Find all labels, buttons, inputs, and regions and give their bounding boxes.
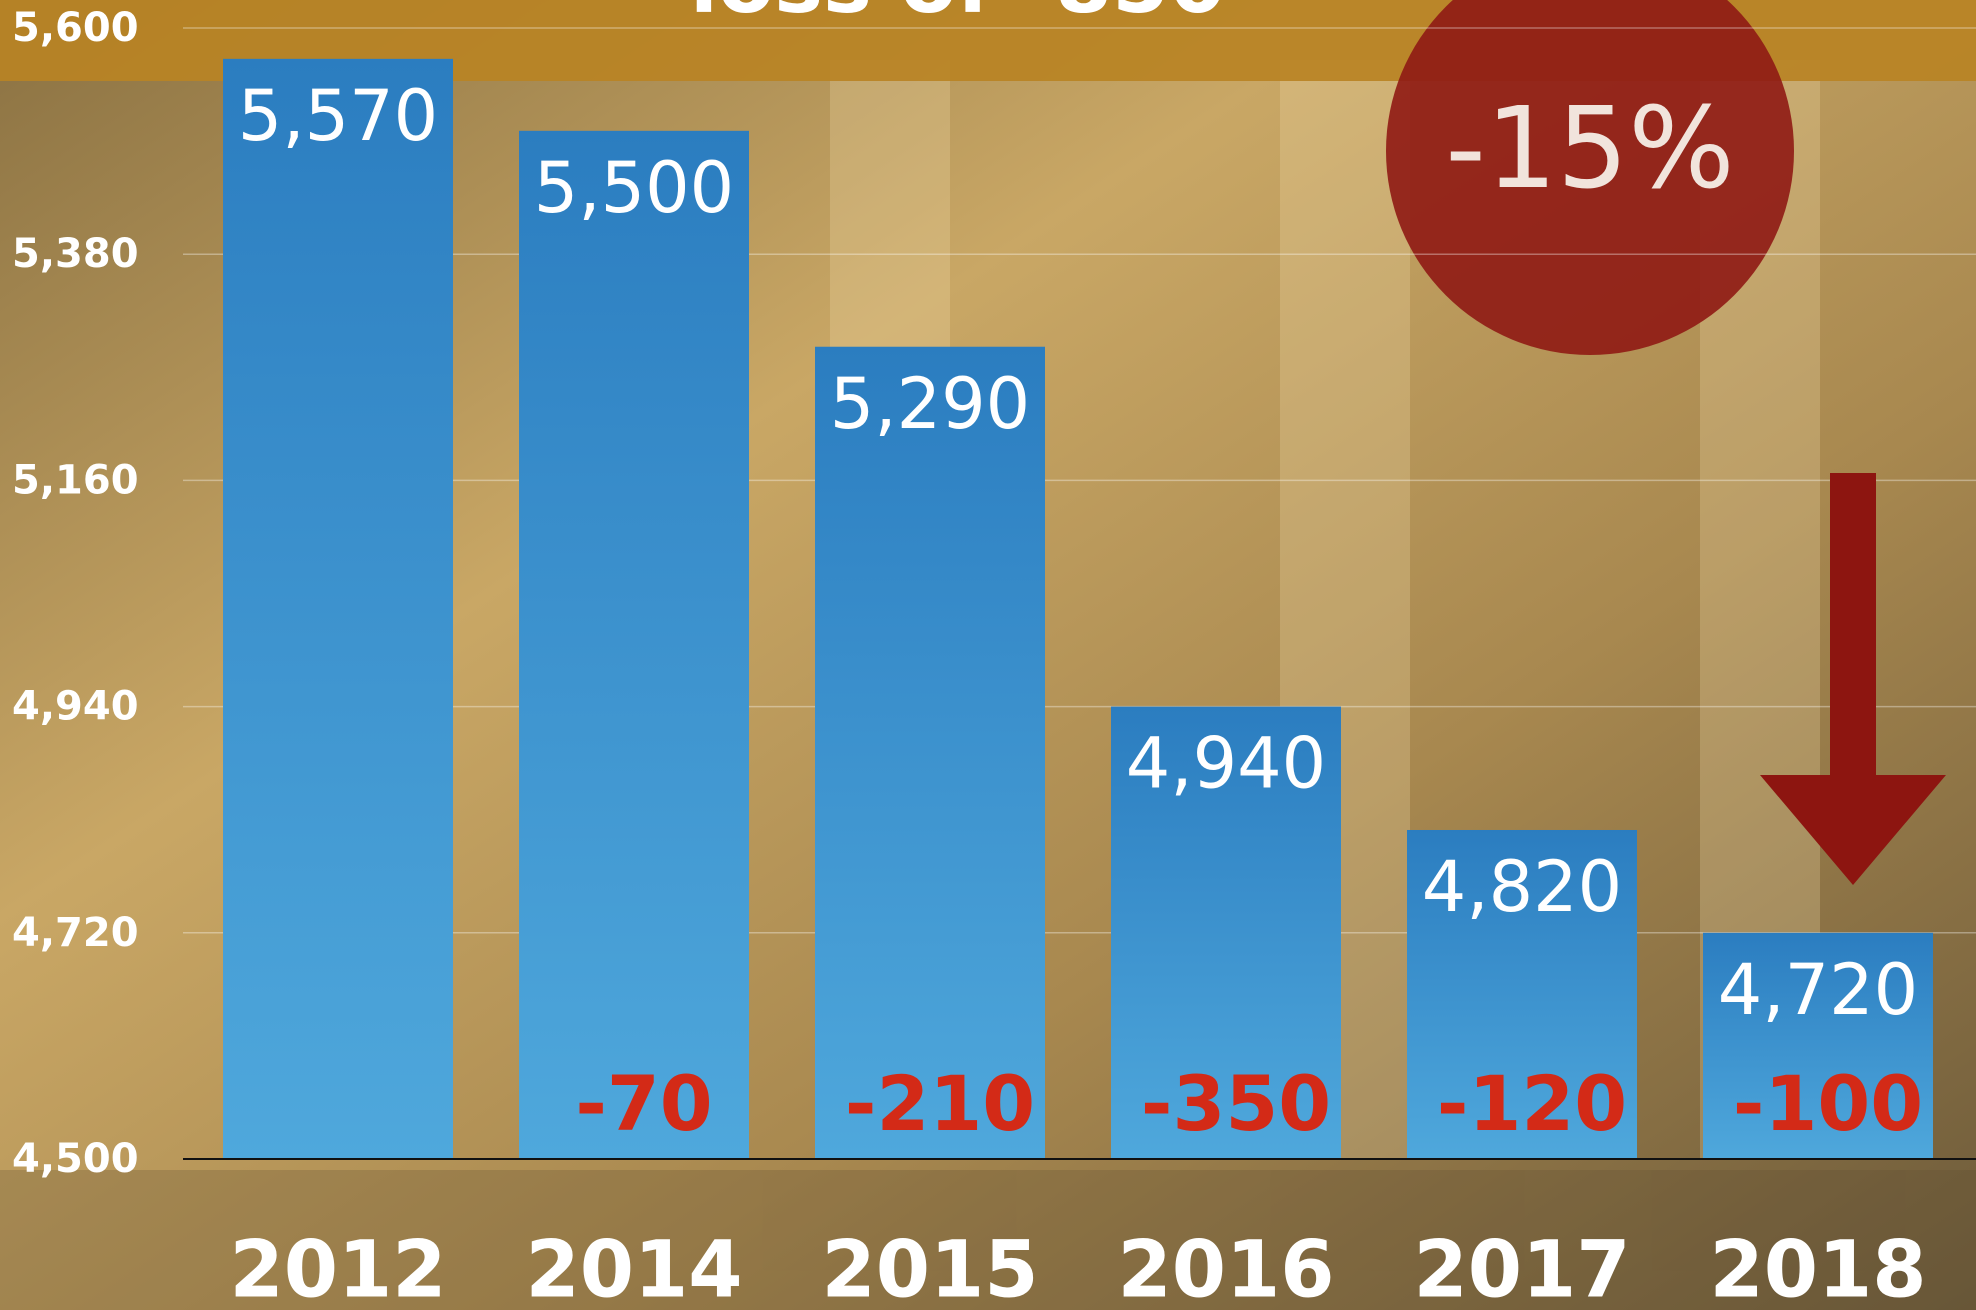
- value-label: 4,720: [1718, 949, 1918, 1031]
- plot: 4,500 4,720 4,940 5,160 5,380 5,600 2012 5,570 2…: [12, 5, 1976, 1310]
- x-tick-label: 2017: [1413, 1225, 1630, 1310]
- down-arrow: [1760, 473, 1946, 885]
- value-label: 5,500: [534, 147, 734, 229]
- y-tick-label: 5,380: [12, 231, 139, 277]
- bar: [1111, 706, 1341, 1159]
- bar: [1407, 829, 1637, 1159]
- y-tick-label: 4,720: [12, 910, 139, 956]
- value-label: 4,820: [1422, 846, 1622, 928]
- x-tick-label: 2014: [525, 1225, 742, 1310]
- change-label: -70: [575, 1059, 712, 1148]
- x-tick-label: 2012: [229, 1225, 446, 1310]
- y-tick-label: 5,600: [12, 5, 139, 51]
- x-tick-label: 2018: [1709, 1225, 1926, 1310]
- chart-title: loss of -850: [690, 0, 1226, 32]
- x-tick-label: 2015: [821, 1225, 1038, 1310]
- change-label: -350: [1141, 1059, 1331, 1148]
- badge-text: -15%: [1445, 84, 1734, 214]
- bar: [519, 130, 749, 1160]
- bar: [1703, 932, 1933, 1159]
- value-label: 5,290: [830, 363, 1030, 445]
- x-tick-label: 2016: [1117, 1225, 1334, 1310]
- y-tick-label: 4,500: [12, 1136, 139, 1182]
- bar: [223, 58, 453, 1159]
- bar: [815, 346, 1045, 1160]
- change-label: -100: [1733, 1059, 1923, 1148]
- badge-circle: [1386, 0, 1794, 355]
- change-label: -210: [845, 1059, 1035, 1148]
- value-label: 4,940: [1126, 723, 1326, 805]
- y-tick-label: 4,940: [12, 684, 139, 730]
- value-label: 5,570: [238, 75, 438, 157]
- change-label: -120: [1437, 1059, 1627, 1148]
- y-tick-label: 5,160: [12, 457, 139, 503]
